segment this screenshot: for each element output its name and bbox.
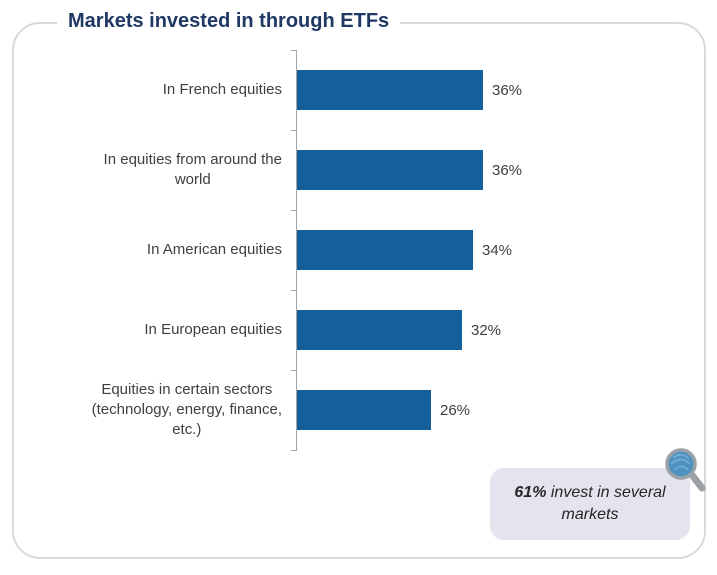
value-label: 32% <box>471 321 502 339</box>
axis-tick <box>291 450 297 451</box>
category-label: In equities from around the world <box>56 130 282 210</box>
callout-box: 61% invest in several markets <box>490 468 690 540</box>
magnifier-lens-texture <box>670 453 691 471</box>
axis-tick <box>291 210 297 211</box>
callout-rest: invest in several markets <box>550 484 666 523</box>
category-label: In American equities <box>56 210 282 290</box>
axis-tick <box>291 290 297 291</box>
category-label: In French equities <box>56 50 282 130</box>
category-label-text: In American equities <box>146 241 282 258</box>
bar <box>297 70 483 110</box>
value-label: 34% <box>482 241 513 259</box>
y-axis <box>296 50 297 450</box>
category-label: In European equities <box>56 290 282 370</box>
bar <box>297 310 462 350</box>
category-label-text: In European equities <box>144 321 282 338</box>
chart-title: Markets invested in through ETFs <box>57 10 401 33</box>
value-label: 26% <box>440 401 471 419</box>
bar <box>297 390 431 430</box>
category-label-text: Equities in certain sectors (technology,… <box>91 381 282 438</box>
axis-tick <box>291 50 297 51</box>
category-label-text: In equities from around the world <box>103 151 282 188</box>
category-label: Equities in certain sectors (technology,… <box>56 370 282 450</box>
callout-text: 61% invest in several markets <box>490 482 690 526</box>
value-label: 36% <box>492 161 523 179</box>
callout-highlight: 61% <box>514 484 547 501</box>
bar <box>297 230 473 270</box>
category-label-text: In French equities <box>162 81 282 98</box>
value-label: 36% <box>492 81 523 99</box>
bar <box>297 150 483 190</box>
axis-tick <box>291 370 297 371</box>
axis-tick <box>291 130 297 131</box>
magnifier-handle <box>688 471 706 492</box>
magnifier-icon <box>665 448 706 492</box>
